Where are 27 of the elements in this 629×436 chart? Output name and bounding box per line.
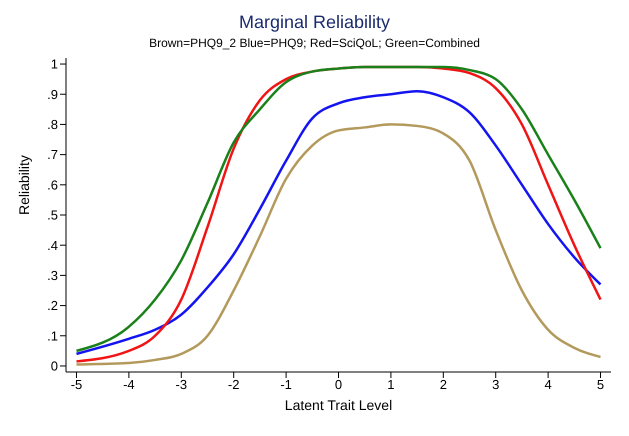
y-tick-label: .4 [47, 238, 58, 253]
y-axis-title: Reliability [16, 155, 32, 215]
x-tick-label: -1 [280, 377, 292, 392]
y-tick-label: .5 [47, 208, 58, 223]
x-tick-label: -4 [123, 377, 135, 392]
x-tick-label: 1 [387, 377, 395, 392]
y-tick-label: .7 [47, 147, 58, 162]
line-series [75, 123, 602, 366]
x-tick-label: -5 [70, 377, 82, 392]
y-tick-label: .8 [47, 117, 58, 132]
y-tick-label: .9 [47, 86, 58, 102]
x-tick-label: -3 [176, 377, 188, 392]
x-tick-label: 4 [544, 377, 552, 392]
x-axis-title: Latent Trait Level [284, 397, 392, 413]
x-tick-label: 2 [440, 377, 447, 392]
x-tick-label: 3 [492, 377, 500, 392]
x-tick-label: 0 [334, 377, 342, 392]
x-tick-label: 5 [596, 377, 604, 392]
y-tick-label: .6 [47, 177, 58, 192]
x-tick-label: -2 [228, 377, 240, 392]
y-tick-label: 1 [50, 56, 58, 72]
y-tick-label: .2 [47, 298, 58, 314]
y-tick-label: .3 [47, 268, 58, 283]
chart-title: Marginal Reliability [238, 11, 392, 33]
y-tick-label: .1 [47, 328, 58, 344]
chart-subtitle: Brown=PHQ9_2 Blue=PHQ9; Red=SciQoL; Green=Combined [148, 36, 481, 50]
y-tick-label: 0 [50, 358, 58, 374]
